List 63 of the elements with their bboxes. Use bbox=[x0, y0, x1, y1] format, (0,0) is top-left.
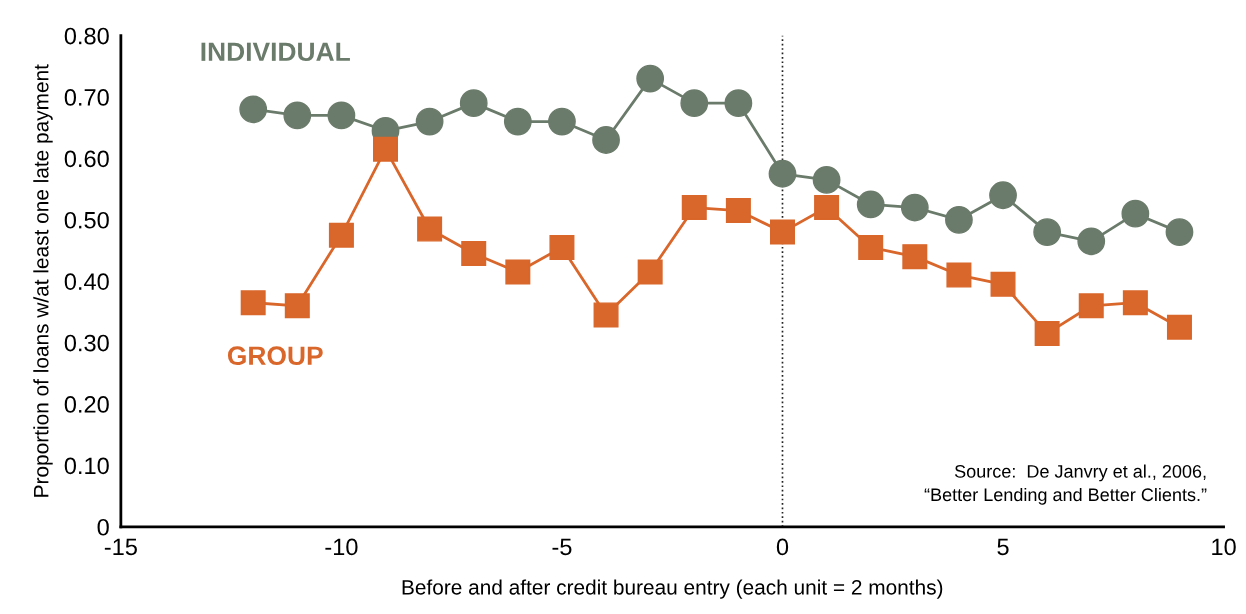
point bbox=[415, 107, 444, 136]
point bbox=[946, 262, 972, 288]
point bbox=[681, 195, 707, 221]
y-tick-label: 0 bbox=[97, 518, 109, 536]
y-tick-label: 0.80 bbox=[64, 27, 109, 45]
x-tick-label: 5 bbox=[997, 538, 1009, 556]
point bbox=[990, 271, 1016, 297]
point bbox=[1165, 218, 1194, 246]
x-tick-label: 10 bbox=[1212, 538, 1236, 556]
point bbox=[636, 64, 665, 93]
point bbox=[1121, 199, 1150, 228]
point bbox=[1034, 320, 1060, 346]
point bbox=[549, 234, 575, 260]
y-tick-label: 0.50 bbox=[64, 211, 109, 229]
point bbox=[637, 259, 663, 285]
point bbox=[725, 198, 751, 224]
point bbox=[503, 107, 532, 136]
point bbox=[724, 89, 753, 118]
y-tick-label: 0.30 bbox=[64, 334, 109, 352]
x-tick-label: -15 bbox=[104, 538, 137, 556]
point bbox=[1122, 290, 1148, 316]
point bbox=[768, 159, 797, 188]
point bbox=[902, 244, 928, 270]
series-label: INDIVIDUAL bbox=[201, 42, 350, 62]
point bbox=[461, 241, 487, 267]
x-tick-label: 0 bbox=[776, 538, 789, 556]
point bbox=[856, 190, 885, 219]
x-tick-label: -5 bbox=[552, 538, 572, 556]
y-tick-label: 0.20 bbox=[64, 396, 109, 413]
x-tick-label: -10 bbox=[325, 538, 358, 556]
y-axis-title: Proportion of loans w/at least one late payment bbox=[33, 64, 53, 497]
y-tick-label: 0.70 bbox=[64, 89, 109, 106]
point bbox=[1166, 314, 1192, 340]
point bbox=[680, 89, 709, 118]
point bbox=[548, 107, 576, 136]
point bbox=[900, 193, 929, 222]
point bbox=[459, 89, 488, 118]
point bbox=[283, 101, 312, 130]
point bbox=[505, 259, 531, 285]
point bbox=[417, 216, 443, 242]
point bbox=[239, 95, 268, 124]
point bbox=[592, 126, 620, 154]
y-tick-label: 0.40 bbox=[64, 273, 109, 290]
y-tick-label: 0.10 bbox=[64, 457, 109, 475]
point bbox=[240, 290, 266, 316]
point bbox=[769, 219, 795, 245]
point bbox=[593, 302, 619, 328]
point bbox=[989, 181, 1017, 210]
point bbox=[328, 222, 354, 248]
point bbox=[327, 101, 356, 130]
point bbox=[812, 166, 841, 194]
x-axis-title: Before and after credit bureau entry (each unit = 2 months) bbox=[402, 579, 943, 599]
annotation: Source: De Janvry et al., 2006, “Better Lending and Better Clients.” bbox=[924, 464, 1207, 505]
point bbox=[1033, 218, 1062, 246]
series-label: GROUP bbox=[227, 346, 323, 366]
point bbox=[858, 234, 884, 260]
point bbox=[814, 195, 840, 221]
point bbox=[1077, 227, 1106, 256]
point bbox=[1078, 293, 1104, 319]
point bbox=[945, 205, 973, 234]
y-tick-label: 0.60 bbox=[64, 150, 109, 168]
point bbox=[284, 293, 310, 319]
point bbox=[373, 136, 399, 162]
